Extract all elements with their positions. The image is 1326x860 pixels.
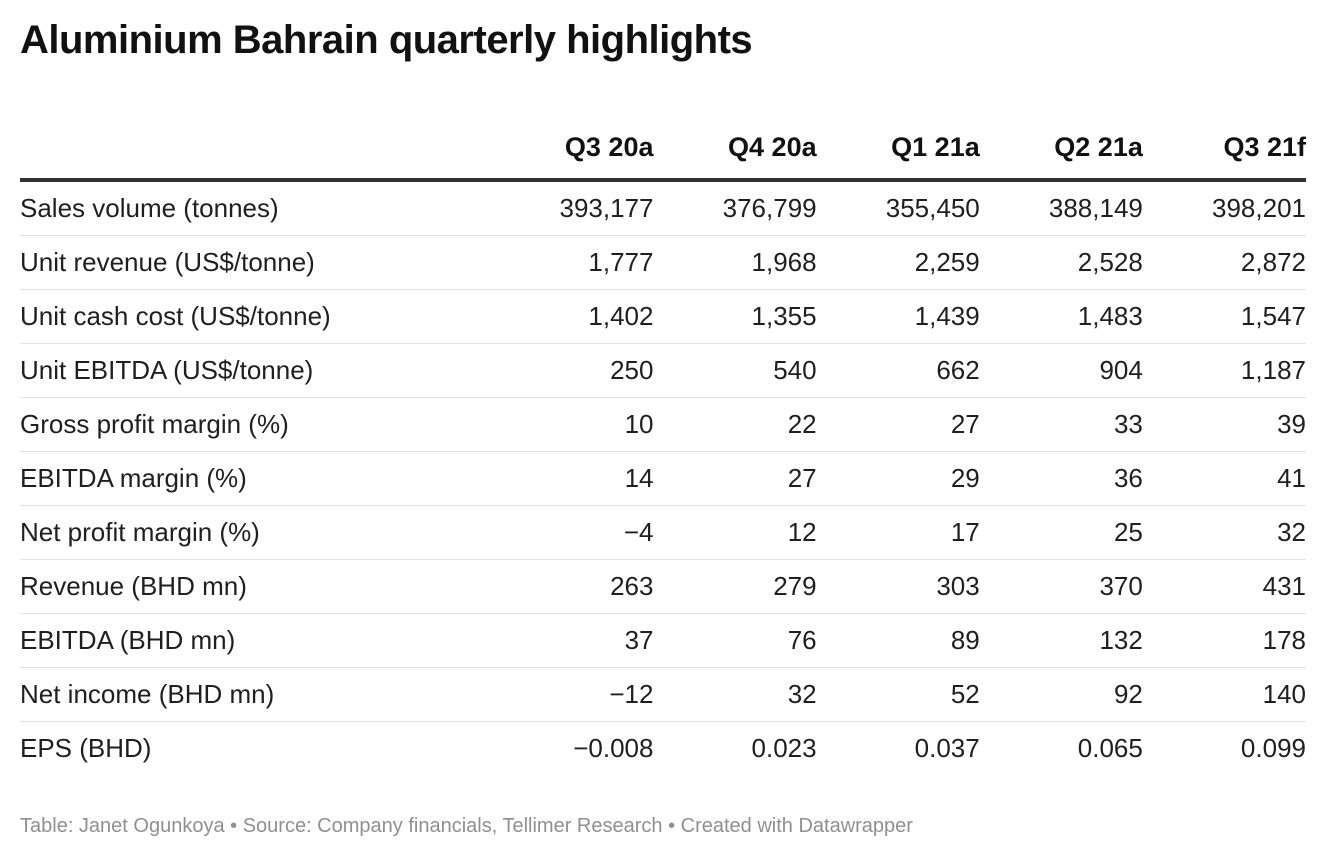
table-row: Revenue (BHD mn) 263 279 303 370 431: [20, 559, 1306, 614]
row-label: Revenue (BHD mn): [20, 559, 491, 614]
table-cell: 0.099: [1240, 733, 1306, 763]
row-label: Net profit margin (%): [20, 505, 491, 560]
column-header-q3-21f: Q3 21f: [1142, 116, 1306, 182]
table-cell: 76: [653, 613, 817, 668]
table-cell: 398,201: [1142, 180, 1306, 236]
table-cell: 37: [490, 613, 654, 668]
table-cell: 27: [653, 451, 817, 506]
row-label: EBITDA (BHD mn): [20, 613, 491, 668]
table-cell: 388,149: [979, 180, 1143, 236]
table-cell: 662: [816, 343, 980, 398]
table-cell: 27: [816, 397, 980, 452]
table-cell: 39: [1142, 397, 1306, 452]
table-cell: 1,968: [653, 235, 817, 290]
table-cell: 25: [979, 505, 1143, 560]
table-cell: 140: [1142, 667, 1306, 722]
column-header-q1-21a: Q1 21a: [816, 116, 980, 182]
table-row: EBITDA (BHD mn) 37 76 89 132 178: [20, 613, 1306, 668]
table-row: Gross profit margin (%) 10 22 27 33 39: [20, 397, 1306, 452]
table-cell: 355,450: [816, 180, 980, 236]
column-header-q3-20a: Q3 20a: [490, 116, 654, 182]
row-label: Gross profit margin (%): [20, 397, 491, 452]
table-cell: 0.023: [751, 733, 817, 763]
table-row: EPS (BHD) −0.008 0.023 0.037 0.065 0.099: [20, 722, 1306, 776]
table-cell: 2,872: [1142, 235, 1306, 290]
table-cell: 303: [816, 559, 980, 614]
table-cell: 36: [979, 451, 1143, 506]
source-footer: Table: Janet Ogunkoya • Source: Company …: [20, 815, 913, 837]
table-cell: 0.065: [1077, 733, 1143, 763]
table-cell: 2,528: [979, 235, 1143, 290]
table-cell: 12: [653, 505, 817, 560]
column-header-q4-20a: Q4 20a: [653, 116, 817, 182]
row-label: EBITDA margin (%): [20, 451, 491, 506]
chart-title: Aluminium Bahrain quarterly highlights: [20, 18, 753, 62]
table-cell: 32: [1142, 505, 1306, 560]
table-cell: 33: [979, 397, 1143, 452]
table-body: Sales volume (tonnes) 393,177 376,799 355,4…: [20, 180, 1306, 775]
table-cell: 14: [490, 451, 654, 506]
table-cell: 1,355: [653, 289, 817, 344]
row-label: Unit revenue (US$/tonne): [20, 235, 491, 290]
table-row: Unit revenue (US$/tonne) 1,777 1,968 2,259 2…: [20, 235, 1306, 290]
table-cell: −0.008: [573, 733, 654, 763]
table-cell: 22: [653, 397, 817, 452]
table-cell: 263: [490, 559, 654, 614]
table-cell: 376,799: [653, 180, 817, 236]
column-header-label: [20, 116, 491, 182]
row-label: Unit cash cost (US$/tonne): [20, 289, 491, 344]
table-cell: 1,402: [490, 289, 654, 344]
table-cell: 89: [816, 613, 980, 668]
row-label: Net income (BHD mn): [20, 667, 491, 722]
table-cell: 431: [1142, 559, 1306, 614]
table-cell: 1,187: [1142, 343, 1306, 398]
table-cell: 92: [979, 667, 1143, 722]
table-row: Net income (BHD mn) −12 32 52 92 140: [20, 667, 1306, 722]
table-row: Net profit margin (%) −4 12 17 25 32: [20, 505, 1306, 560]
table-row: EBITDA margin (%) 14 27 29 36 41: [20, 451, 1306, 506]
table-cell: 1,439: [816, 289, 980, 344]
table-row: Sales volume (tonnes) 393,177 376,799 355,4…: [20, 180, 1306, 236]
table-row: Unit cash cost (US$/tonne) 1,402 1,355 1,43…: [20, 289, 1306, 344]
table-cell: 0.037: [914, 733, 980, 763]
table-cell: 250: [490, 343, 654, 398]
table-cell: 279: [653, 559, 817, 614]
table-cell: 1,777: [490, 235, 654, 290]
table-cell: 2,259: [816, 235, 980, 290]
column-header-q2-21a: Q2 21a: [979, 116, 1143, 182]
table-cell: 540: [653, 343, 817, 398]
table-cell: 132: [979, 613, 1143, 668]
table-row: Unit EBITDA (US$/tonne) 250 540 662 904 1,187: [20, 343, 1306, 398]
table-header-row: Q3 20a Q4 20a Q1 21a Q2 21a Q3 21f: [20, 116, 1306, 182]
table-cell: 370: [979, 559, 1143, 614]
table-cell: 178: [1142, 613, 1306, 668]
row-label: Sales volume (tonnes): [20, 180, 491, 236]
table-cell: 904: [979, 343, 1143, 398]
highlights-table: Q3 20a Q4 20a Q1 21a Q2 21a Q3 21f Sales…: [20, 116, 1306, 775]
table-cell: 393,177: [490, 180, 654, 236]
table-cell: 1,547: [1142, 289, 1306, 344]
table-cell: 32: [653, 667, 817, 722]
table-cell: 52: [816, 667, 980, 722]
row-label: EPS (BHD): [20, 733, 152, 763]
table-cell: 17: [816, 505, 980, 560]
table-cell: −12: [490, 667, 654, 722]
table-cell: 29: [816, 451, 980, 506]
table-cell: 41: [1142, 451, 1306, 506]
table-cell: 10: [490, 397, 654, 452]
table-cell: 1,483: [979, 289, 1143, 344]
table-cell: −4: [490, 505, 654, 560]
row-label: Unit EBITDA (US$/tonne): [20, 343, 491, 398]
